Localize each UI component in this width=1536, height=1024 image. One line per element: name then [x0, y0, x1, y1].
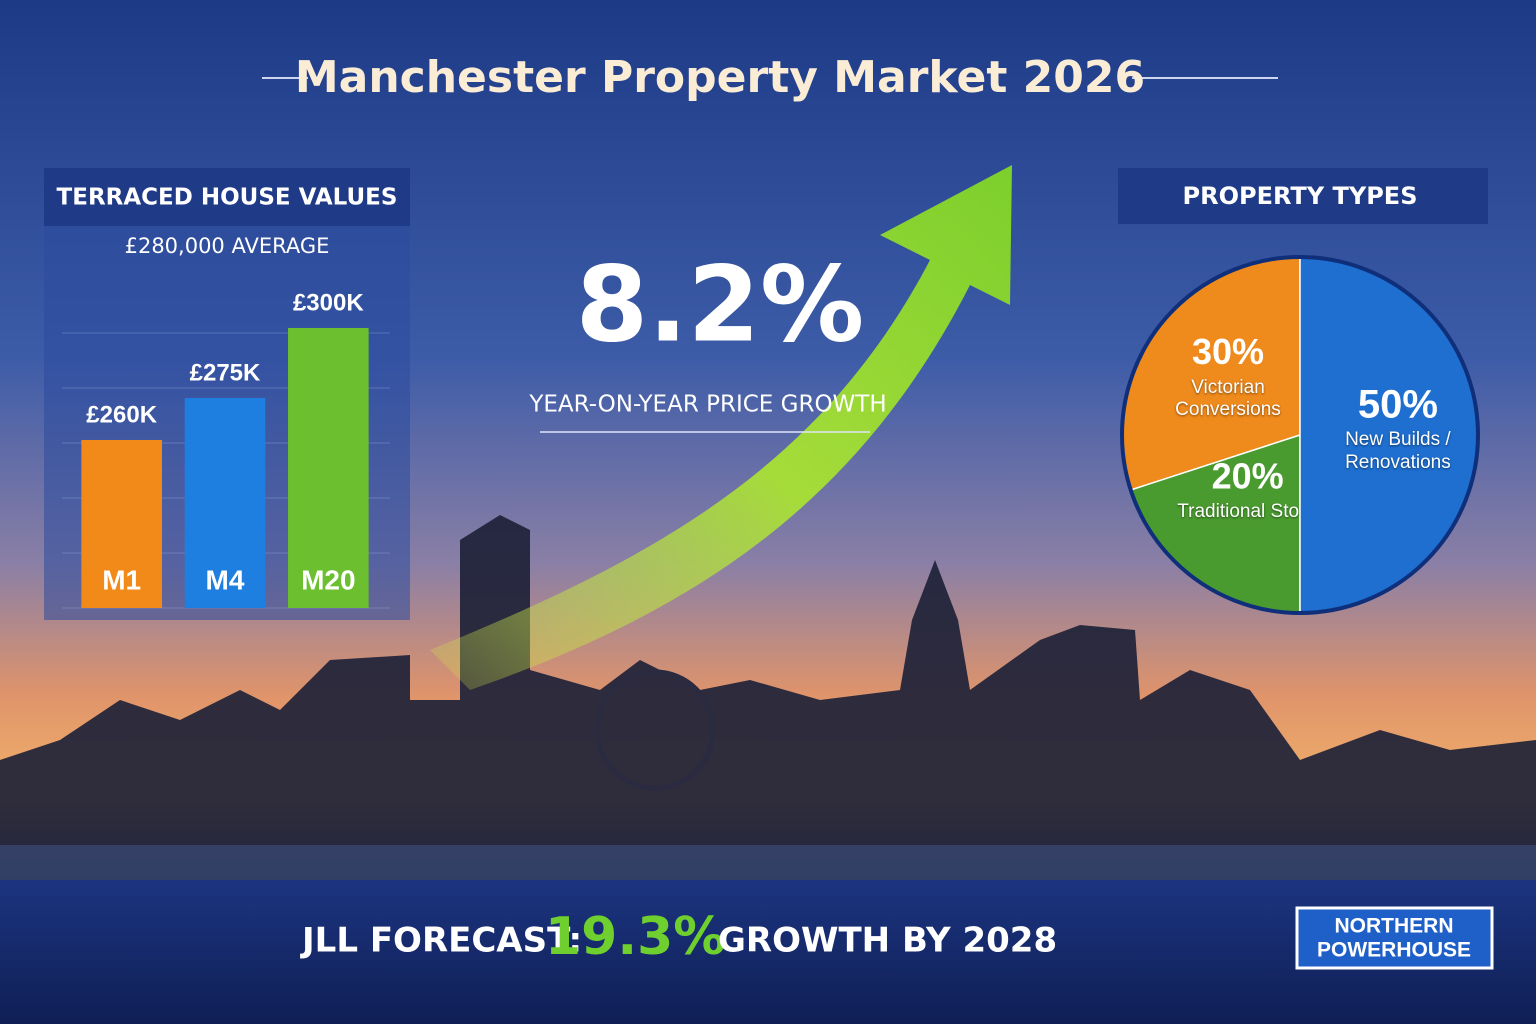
logo-line: POWERHOUSE — [1317, 939, 1471, 962]
bar-value-label: £260K — [86, 401, 157, 428]
pie-category-label: Traditional Stock — [1177, 501, 1319, 522]
bar-category-label: M20 — [301, 564, 355, 595]
pie-value-label: 20% — [1212, 456, 1284, 497]
bar-value-label: £300K — [293, 289, 364, 316]
pie-category-label-box: Victorian Conversions — [1175, 376, 1281, 421]
pie-category-label: Victorian Conversions — [1175, 376, 1281, 421]
footer-tail: GROWTH BY 2028 — [718, 921, 1057, 961]
skyline — [0, 515, 1536, 880]
pie-value-label: 50% — [1358, 383, 1438, 427]
pie-rim — [1120, 255, 1480, 615]
pie-value-label: 30% — [1192, 331, 1264, 372]
footer-band — [0, 880, 1536, 1024]
logo-line: NORTHERN — [1335, 915, 1454, 938]
river — [0, 845, 1536, 880]
pie-category-label-box: Traditional Stock — [1177, 501, 1319, 522]
pie-panel-header — [1118, 168, 1488, 224]
bar — [288, 328, 369, 608]
headline-caption: YEAR-ON-YEAR PRICE GROWTH — [528, 392, 886, 418]
pie-chart-title: PROPERTY TYPES — [1183, 182, 1418, 210]
footer-value: 19.3% — [545, 907, 725, 967]
bar-panel-header — [44, 168, 410, 226]
logo-box — [1295, 906, 1494, 970]
bar-category-label: M4 — [206, 564, 245, 595]
bar-chart-title: TERRACED HOUSE VALUES — [57, 185, 398, 211]
bar-value-label: £275K — [190, 359, 261, 386]
pie-category-label-box: New Builds / Renovations — [1345, 429, 1451, 473]
pie-category-label: New Builds / Renovations — [1345, 429, 1451, 473]
bar — [184, 398, 266, 608]
bar — [81, 440, 162, 608]
bar-category-label: M1 — [102, 564, 141, 595]
ferris-wheel — [594, 669, 716, 791]
page-title: Manchester Property Market 2026 — [295, 52, 1145, 103]
growth-arrow — [430, 165, 1012, 690]
headline-value: 8.2% — [576, 243, 864, 365]
footer-lead: JLL FORECAST: — [300, 921, 582, 961]
bar-chart-subtitle: £280,000 AVERAGE — [125, 234, 330, 258]
